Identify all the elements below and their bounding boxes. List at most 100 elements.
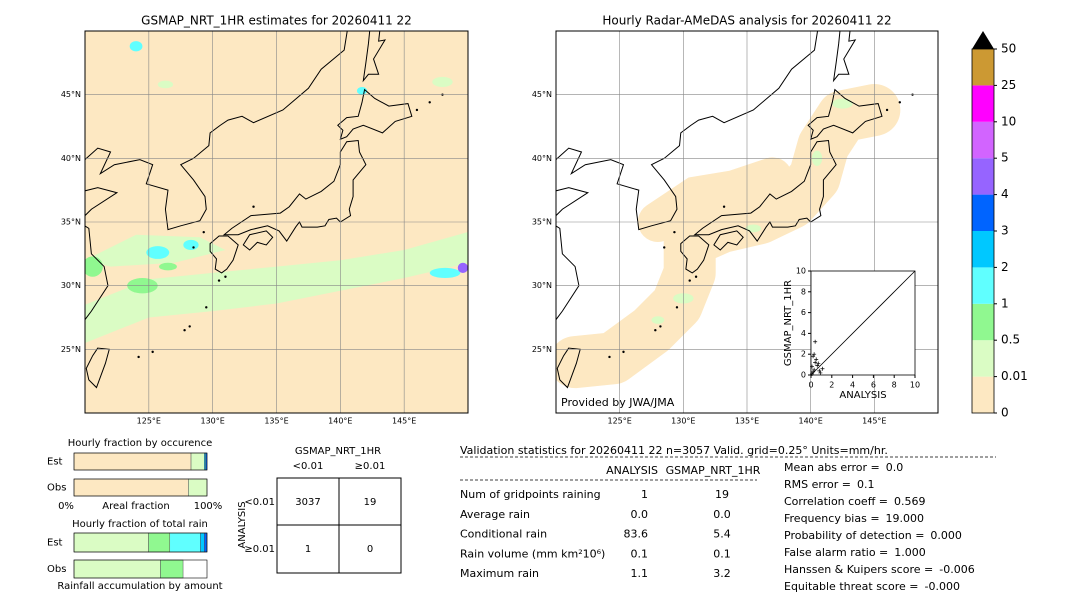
rain-blob bbox=[159, 262, 177, 271]
fraction-title: Hourly fraction by occurence bbox=[68, 438, 212, 449]
table-cell: 0 bbox=[367, 544, 373, 555]
scatter-point bbox=[811, 369, 816, 374]
lon-tick-label: 140°E bbox=[799, 417, 823, 426]
colorbar-label: 2 bbox=[1001, 260, 1009, 274]
lat-tick-label: 30°N bbox=[61, 281, 81, 290]
colorbar-segment bbox=[972, 85, 994, 122]
rain-blob bbox=[85, 256, 103, 277]
score-label: RMS error = bbox=[784, 478, 851, 491]
islet bbox=[722, 205, 726, 208]
lat-tick-label: 30°N bbox=[532, 281, 552, 290]
scatter-point bbox=[820, 366, 825, 371]
column-header: ≥0.01 bbox=[355, 461, 386, 472]
colorbar-label: 0 bbox=[1001, 406, 1009, 420]
fraction-segment bbox=[190, 452, 205, 471]
coastline bbox=[362, 31, 387, 83]
colorbar-segment bbox=[972, 121, 994, 159]
islet bbox=[151, 350, 154, 354]
stat-value: 1.1 bbox=[631, 567, 649, 580]
colorbar-label: 5 bbox=[1001, 151, 1009, 165]
scatter-point bbox=[816, 361, 821, 366]
y-axis-label: GSMAP_NRT_1HR bbox=[783, 280, 794, 366]
stat-label: Average rain bbox=[460, 508, 530, 521]
scatter-point bbox=[810, 364, 815, 369]
rain-blob bbox=[745, 224, 762, 233]
score: Probability of detection = 0.000 bbox=[784, 529, 962, 542]
stat-value: 0.1 bbox=[713, 547, 731, 560]
row-label: Obs bbox=[47, 483, 66, 494]
score: Correlation coeff = 0.569 bbox=[784, 495, 926, 508]
rain-blob bbox=[432, 76, 453, 88]
stats-header: Validation statistics for 20260411 22 n=… bbox=[460, 444, 888, 457]
islet bbox=[192, 246, 195, 249]
islet bbox=[224, 275, 227, 278]
scatter-point bbox=[813, 360, 818, 365]
scatter-point bbox=[815, 363, 820, 368]
coastline bbox=[556, 347, 581, 389]
stat-label: Maximum rain bbox=[460, 567, 539, 580]
map-title: GSMAP_NRT_1HR estimates for 20260411 22 bbox=[141, 14, 412, 28]
score-value: 1.000 bbox=[894, 546, 926, 559]
colorbar-extend bbox=[972, 31, 994, 49]
score-value: 0.1 bbox=[857, 478, 875, 491]
lon-tick-label: 130°E bbox=[671, 417, 695, 426]
islet bbox=[654, 329, 657, 332]
y-tick-label: 0 bbox=[801, 371, 806, 380]
islet bbox=[252, 205, 255, 208]
map-layer bbox=[556, 31, 938, 413]
lon-tick-label: 145°E bbox=[392, 417, 416, 426]
map-frame bbox=[84, 30, 469, 414]
x-tick-label: 10 bbox=[910, 381, 920, 390]
islet bbox=[622, 350, 625, 354]
islet bbox=[663, 246, 666, 249]
rain-blob bbox=[651, 316, 665, 324]
islet bbox=[885, 108, 889, 112]
x-label: 100% bbox=[194, 501, 223, 512]
islet bbox=[217, 279, 221, 282]
colorbar-segment bbox=[972, 340, 994, 377]
rain-blob bbox=[457, 262, 468, 273]
colorbar-label: 0.5 bbox=[1001, 333, 1020, 347]
score: Hanssen & Kuipers score = -0.006 bbox=[784, 563, 975, 576]
lat-tick-label: 40°N bbox=[61, 154, 81, 163]
x-tick-label: 6 bbox=[871, 381, 876, 390]
identity-line bbox=[810, 270, 916, 376]
colorbar-label: 25 bbox=[1001, 78, 1016, 92]
stat-value: 5.4 bbox=[713, 528, 731, 541]
credit: Provided by JWA/JMA bbox=[561, 396, 675, 409]
coastline bbox=[337, 88, 413, 141]
fraction-segment bbox=[148, 532, 171, 553]
islet bbox=[188, 325, 191, 328]
islet bbox=[183, 329, 186, 332]
y-tick-label: 4 bbox=[801, 329, 806, 338]
score-value: 0.0 bbox=[886, 461, 904, 474]
score: Frequency bias = 19.000 bbox=[784, 512, 924, 525]
bar-frame bbox=[73, 452, 208, 471]
colorbar-segment bbox=[972, 376, 994, 413]
map-frame bbox=[555, 30, 939, 414]
scatter-point bbox=[812, 367, 817, 372]
x-tick-label: 4 bbox=[850, 381, 855, 390]
stat-label: Num of gridpoints raining bbox=[460, 488, 601, 501]
x-label: Areal fraction bbox=[102, 501, 169, 512]
y-tick-label: 2 bbox=[801, 350, 806, 359]
bar-frame bbox=[73, 478, 208, 497]
islet bbox=[137, 355, 140, 359]
lat-tick-label: 45°N bbox=[61, 90, 81, 99]
column-header: GSMAP_NRT_1HR bbox=[666, 464, 761, 477]
column-header: ANALYSIS bbox=[606, 464, 658, 477]
lon-tick-label: 145°E bbox=[862, 417, 886, 426]
score-label: Mean abs error = bbox=[784, 461, 880, 474]
islet bbox=[675, 306, 679, 309]
lon-tick-label: 130°E bbox=[201, 417, 225, 426]
islet bbox=[202, 230, 205, 234]
colorbar-label: 3 bbox=[1001, 224, 1009, 238]
stat-value: 83.6 bbox=[624, 528, 649, 541]
table-cell: 1 bbox=[305, 544, 311, 555]
stat-value: 3.2 bbox=[713, 567, 731, 580]
colorbar-segment bbox=[972, 303, 994, 341]
coastline bbox=[556, 187, 590, 321]
y-tick-label: 10 bbox=[796, 267, 806, 276]
score-label: Hanssen & Kuipers score = bbox=[784, 563, 933, 576]
scatter-point bbox=[810, 371, 815, 376]
